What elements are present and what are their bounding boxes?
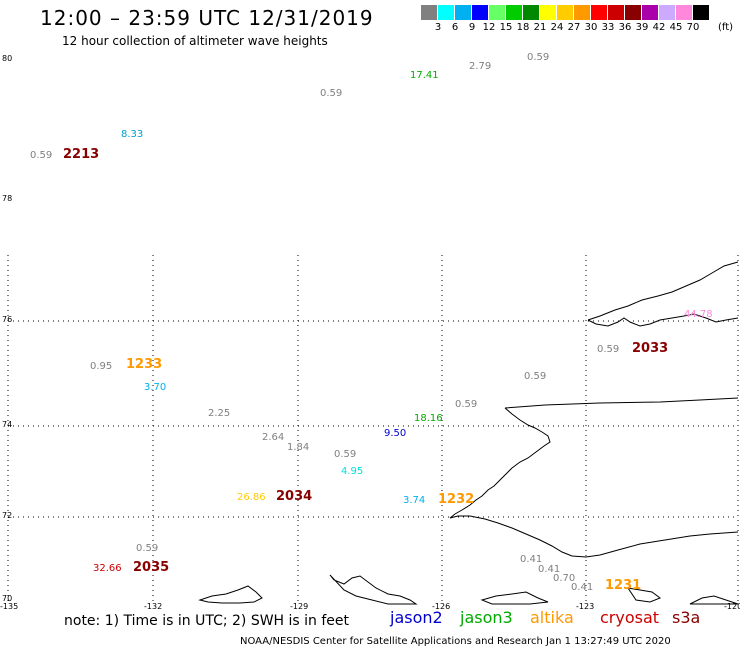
lat-label-72: 72: [2, 511, 13, 520]
wave-height-label: 0.59: [597, 344, 620, 355]
legend-label: 21: [533, 22, 547, 33]
lat-label-78: 78: [2, 194, 13, 203]
lon-label-126: -126: [432, 602, 451, 611]
satellite-jason3: jason3: [460, 608, 513, 627]
legend-swatch: [438, 5, 455, 20]
pass-time-label: 2034: [276, 489, 313, 504]
footer-note: note: 1) Time is in UTC; 2) SWH is in fe…: [64, 613, 350, 629]
satellite-altika: altika: [530, 608, 574, 627]
legend-label: 12: [482, 22, 496, 33]
legend-label: 30: [584, 22, 598, 33]
coast-banks-island: [587, 261, 739, 327]
legend-swatch: [523, 5, 540, 20]
wave-height-label: 0.59: [30, 150, 53, 161]
wave-height-label: 0.59: [320, 88, 343, 99]
page-title: 12:00 – 23:59 UTC 12/31/2019: [40, 6, 374, 30]
wave-height-label: 18.16: [414, 413, 443, 424]
legend-label: 39: [635, 22, 649, 33]
lat-label-74: 74: [2, 420, 13, 429]
wave-height-label: 0.41: [538, 564, 561, 575]
legend-label: 45: [669, 22, 683, 33]
legend-label: 36: [618, 22, 632, 33]
legend-label: 33: [601, 22, 615, 33]
legend-swatch: [506, 5, 523, 20]
lat-label-80: 80: [2, 54, 13, 63]
coastline: [198, 261, 739, 605]
page-subtitle: 12 hour collection of altimeter wave hei…: [62, 34, 328, 48]
pass-time-label: 1231: [605, 578, 642, 593]
wave-height-label: 32.66: [93, 563, 122, 574]
legend-swatch: [625, 5, 642, 20]
satellite-jason2: jason2: [390, 608, 443, 627]
wave-height-label: 0.59: [527, 52, 550, 63]
legend-swatch: [472, 5, 489, 20]
wave-height-label: 2.79: [469, 61, 492, 72]
pass-time-label: 2033: [632, 341, 669, 356]
legend-label: 27: [567, 22, 581, 33]
legend-swatch: [557, 5, 574, 20]
wave-height-label: 3.74: [403, 495, 426, 506]
pass-time-label: 1233: [126, 357, 163, 372]
wave-height-label: 0.59: [136, 543, 159, 554]
wave-height-label: 4.95: [341, 466, 364, 477]
legend-label: 24: [550, 22, 564, 33]
legend-swatch: [455, 5, 472, 20]
legend-label: 6: [451, 22, 459, 33]
legend-label: 18: [516, 22, 530, 33]
wave-height-label: 3.70: [144, 382, 167, 393]
wave-height-label: 0.95: [90, 361, 113, 372]
lat-label-70: 70: [2, 594, 13, 603]
wave-height-label: 9.50: [384, 428, 407, 439]
legend-swatch: [676, 5, 693, 20]
lon-label-123: -123: [576, 602, 595, 611]
legend-swatch: [608, 5, 625, 20]
legend-label: 42: [652, 22, 666, 33]
grid-lines: [7, 255, 739, 605]
wave-height-label: 0.59: [455, 399, 478, 410]
legend-label: 15: [499, 22, 513, 33]
lat-label-76: 76: [2, 315, 13, 324]
lon-label-129: -129: [290, 602, 309, 611]
pass-time-label: 2035: [133, 560, 170, 575]
wave-height-label: 44.78: [684, 309, 713, 320]
legend-swatch: [489, 5, 506, 20]
satellite-cryosat: cryosat: [600, 608, 660, 627]
pass-time-label: 2213: [63, 147, 100, 162]
lon-label-120: -120: [724, 602, 740, 611]
coast-mainland: [449, 397, 739, 558]
wave-height-label: 0.41: [571, 582, 594, 593]
lon-label-132: -132: [144, 602, 163, 611]
wave-height-label: 8.33: [121, 129, 144, 140]
wave-height-label: 17.41: [410, 70, 439, 81]
lon-label-135: -135: [0, 602, 19, 611]
legend-label: 70: [686, 22, 700, 33]
legend-swatch: [591, 5, 608, 20]
legend-label: 3: [434, 22, 442, 33]
wave-height-label: 0.70: [553, 573, 576, 584]
legend-swatch: [540, 5, 557, 20]
legend-swatch: [693, 5, 710, 20]
wave-height-label: 2.64: [262, 432, 285, 443]
wave-height-label: 26.86: [237, 492, 266, 503]
coast-small-islands: [198, 574, 739, 605]
wave-height-label: 0.41: [520, 554, 543, 565]
legend-swatch: [642, 5, 659, 20]
wave-height-label: 0.59: [524, 371, 547, 382]
satellite-s3a: s3a: [672, 608, 701, 627]
legend-swatch: [421, 5, 438, 20]
legend-swatch: [659, 5, 676, 20]
pass-time-label: 1232: [438, 492, 475, 507]
credit-line: NOAA/NESDIS Center for Satellite Applica…: [240, 636, 671, 647]
legend-swatch: [574, 5, 591, 20]
wave-height-label: 1.84: [287, 442, 310, 453]
wave-height-label: 2.25: [208, 408, 231, 419]
wave-height-label: 0.59: [334, 449, 357, 460]
legend-label: 9: [468, 22, 476, 33]
legend-unit: (ft): [718, 22, 734, 33]
